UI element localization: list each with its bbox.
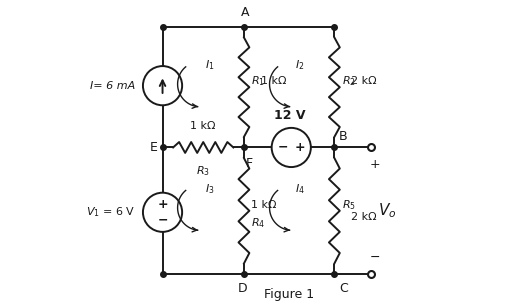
- Text: +: +: [157, 198, 168, 211]
- Text: $I_1$: $I_1$: [205, 58, 214, 72]
- Text: +: +: [294, 141, 305, 154]
- Text: Figure 1: Figure 1: [264, 288, 314, 301]
- Text: C: C: [339, 282, 348, 295]
- Text: 2 kΩ: 2 kΩ: [351, 76, 377, 86]
- Text: −: −: [370, 251, 380, 264]
- Text: 2 kΩ: 2 kΩ: [351, 212, 377, 222]
- Text: 1 kΩ: 1 kΩ: [191, 121, 216, 131]
- Text: $R_4$: $R_4$: [251, 216, 266, 230]
- Text: 1 kΩ: 1 kΩ: [251, 200, 277, 210]
- Text: $R_5$: $R_5$: [342, 198, 356, 212]
- Text: +: +: [370, 157, 380, 171]
- Text: 12 V: 12 V: [274, 109, 306, 122]
- Text: −: −: [157, 213, 168, 226]
- Text: A: A: [241, 6, 250, 19]
- Text: $I_2$: $I_2$: [295, 58, 305, 72]
- Text: B: B: [339, 130, 348, 143]
- Text: F: F: [246, 157, 253, 169]
- Text: $R_1$: $R_1$: [251, 74, 265, 88]
- Text: $V_o$: $V_o$: [378, 201, 396, 220]
- Text: I= 6 mA: I= 6 mA: [90, 81, 135, 91]
- Text: 1 kΩ: 1 kΩ: [261, 76, 286, 86]
- Text: E: E: [150, 141, 158, 154]
- Text: $R_2$: $R_2$: [342, 74, 356, 88]
- Text: $R_3$: $R_3$: [196, 164, 210, 178]
- Text: $I_3$: $I_3$: [205, 182, 214, 196]
- Text: D: D: [238, 282, 247, 295]
- Text: $V_1$ = 6 V: $V_1$ = 6 V: [86, 205, 135, 219]
- Text: −: −: [278, 141, 289, 154]
- Text: $I_4$: $I_4$: [295, 182, 305, 196]
